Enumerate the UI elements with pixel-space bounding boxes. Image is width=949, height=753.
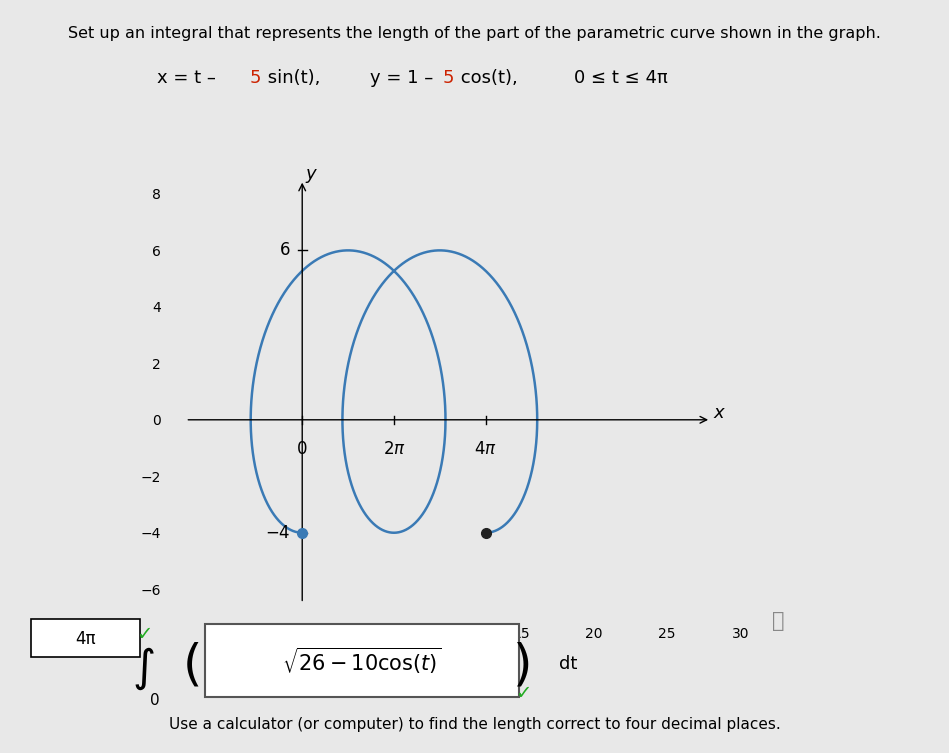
Text: x: x bbox=[713, 404, 724, 422]
Text: 0 ≤ t ≤ 4π: 0 ≤ t ≤ 4π bbox=[574, 69, 668, 87]
FancyBboxPatch shape bbox=[204, 624, 519, 697]
Text: ✓: ✓ bbox=[515, 684, 531, 703]
Text: ∫: ∫ bbox=[133, 647, 156, 690]
Text: 6: 6 bbox=[280, 242, 290, 259]
Text: (: ( bbox=[183, 642, 202, 690]
Text: 5: 5 bbox=[442, 69, 454, 87]
Text: 4π: 4π bbox=[76, 630, 96, 648]
Text: ✓: ✓ bbox=[136, 625, 152, 644]
Text: 5: 5 bbox=[250, 69, 261, 87]
Text: sin(t),: sin(t), bbox=[262, 69, 321, 87]
Text: ⓘ: ⓘ bbox=[772, 611, 785, 631]
Text: 0: 0 bbox=[297, 440, 307, 458]
Text: Set up an integral that represents the length of the part of the parametric curv: Set up an integral that represents the l… bbox=[68, 26, 881, 41]
Text: dt: dt bbox=[560, 654, 578, 672]
Text: 0: 0 bbox=[150, 693, 159, 708]
Text: x = t –: x = t – bbox=[157, 69, 221, 87]
Text: Use a calculator (or computer) to find the length correct to four decimal places: Use a calculator (or computer) to find t… bbox=[169, 717, 780, 732]
Text: $-4$: $-4$ bbox=[265, 524, 290, 541]
Text: $\sqrt{26-10\cos(t)}$: $\sqrt{26-10\cos(t)}$ bbox=[282, 645, 441, 676]
FancyBboxPatch shape bbox=[31, 619, 140, 657]
Text: ): ) bbox=[513, 642, 533, 690]
Text: y = 1 –: y = 1 – bbox=[370, 69, 439, 87]
Text: cos(t),: cos(t), bbox=[455, 69, 517, 87]
Text: y: y bbox=[306, 165, 316, 183]
Text: $2\pi$: $2\pi$ bbox=[382, 440, 405, 458]
Text: $4\pi$: $4\pi$ bbox=[474, 440, 497, 458]
